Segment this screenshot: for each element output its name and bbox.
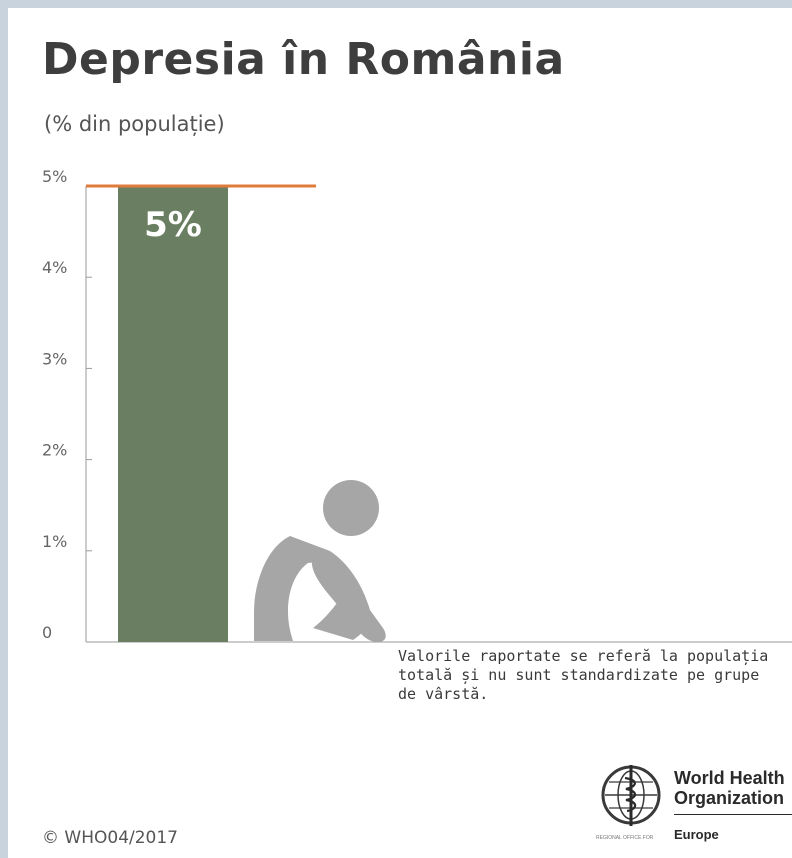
organization-name: World Health Organization [674,768,785,808]
y-tick-label: 3% [42,349,67,368]
chart-subtitle: (% din populație) [44,112,225,136]
y-tick-label: 1% [42,532,67,551]
chart-title: Depresia în România [42,34,565,85]
y-tick-label: 2% [42,441,67,460]
y-tick-label: 4% [42,258,67,277]
logo-divider [674,814,792,815]
region-name: Europe [674,827,719,842]
y-axis: 0 1% 2% 3% 4% 5% [42,167,792,643]
bars [118,186,228,642]
bar-value-label: 5% [144,205,202,245]
y-tick-label: 0 [42,623,52,642]
y-tick-label: 5% [42,167,67,186]
regional-office-label: REGIONAL OFFICE FOR [596,835,654,841]
data-labels: 5% [144,205,202,245]
infographic-card: Depresia în România (% din populație) 0 1… [8,8,792,858]
who-emblem-icon [601,765,661,826]
bar [118,186,228,642]
bar-chart: 0 1% 2% 3% 4% 5% 5% [42,167,792,643]
copyright: © WHO04/2017 [42,828,178,848]
sitting-person-icon [254,480,386,642]
footnote: Valorile raportate se referă la populați… [398,647,769,703]
